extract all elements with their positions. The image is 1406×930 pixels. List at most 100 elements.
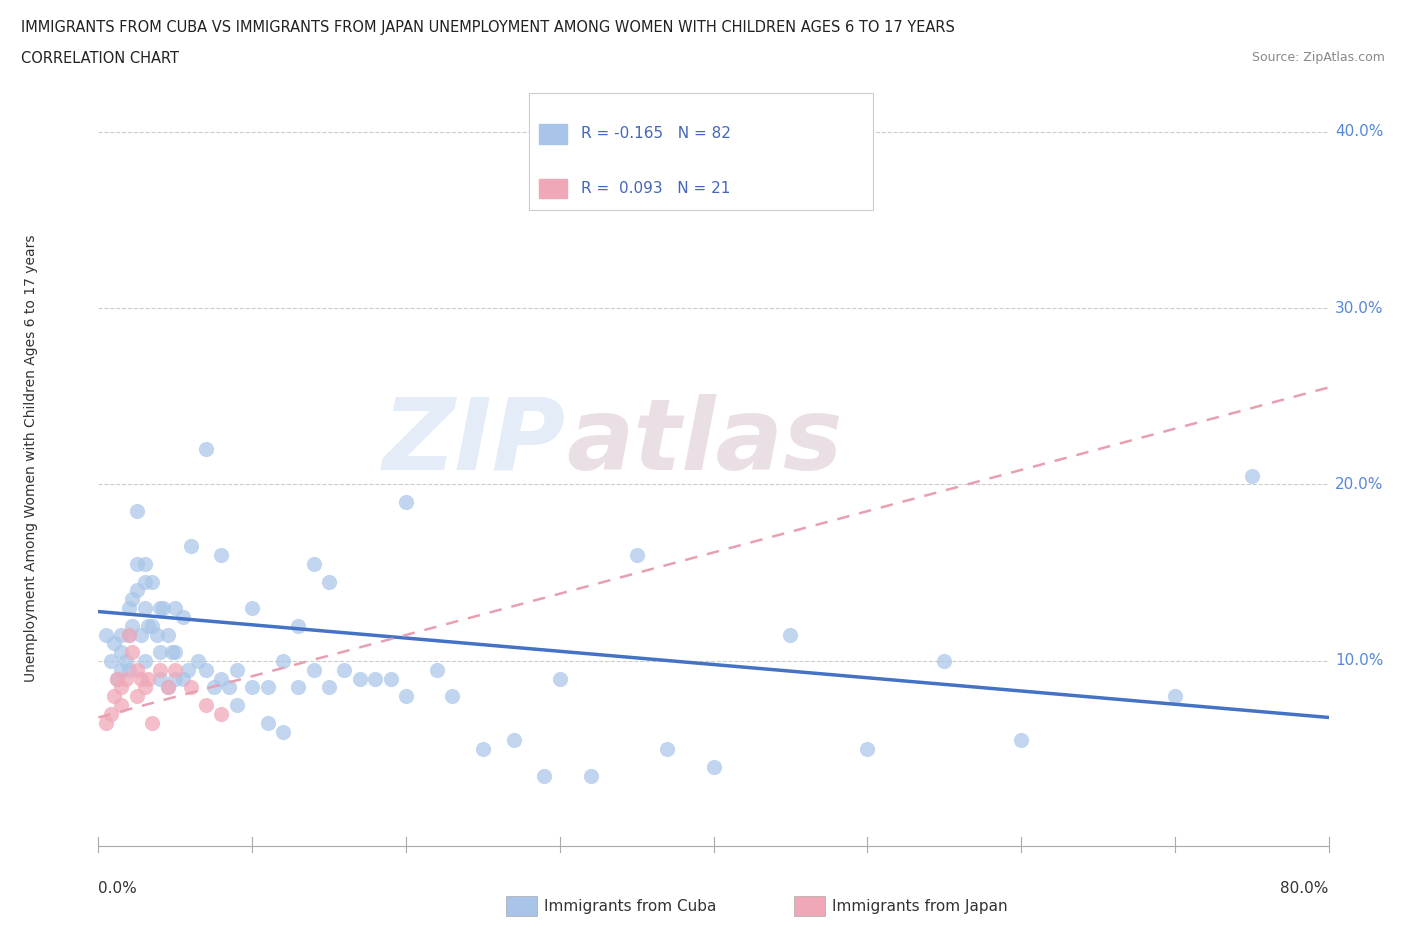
Text: 80.0%: 80.0% — [1281, 882, 1329, 897]
Point — [287, 680, 309, 695]
Point — [162, 644, 183, 659]
Point — [115, 654, 138, 669]
Point — [141, 574, 163, 589]
Point — [180, 680, 202, 695]
Point — [136, 671, 159, 686]
Point — [136, 618, 159, 633]
Point — [172, 609, 194, 624]
FancyBboxPatch shape — [538, 124, 567, 143]
Point — [533, 768, 555, 783]
Point — [1010, 733, 1032, 748]
Point — [441, 689, 464, 704]
Point — [118, 601, 141, 616]
Point — [211, 548, 233, 563]
Point — [110, 662, 132, 677]
Point — [134, 680, 156, 695]
Point — [626, 548, 648, 563]
Text: 20.0%: 20.0% — [1334, 477, 1384, 492]
Point — [703, 760, 725, 775]
Point — [118, 627, 141, 642]
Point — [125, 689, 148, 704]
Point — [240, 601, 263, 616]
Text: Immigrants from Japan: Immigrants from Japan — [832, 899, 1008, 914]
Point — [100, 654, 122, 669]
Point — [395, 495, 418, 510]
Point — [579, 768, 602, 783]
Text: R = -0.165   N = 82: R = -0.165 N = 82 — [581, 126, 731, 141]
Point — [149, 671, 172, 686]
Point — [172, 671, 194, 686]
Point — [256, 715, 278, 730]
Point — [149, 662, 172, 677]
Point — [146, 627, 169, 642]
Text: Unemployment Among Women with Children Ages 6 to 17 years: Unemployment Among Women with Children A… — [24, 234, 38, 682]
Point — [125, 556, 148, 571]
Text: Immigrants from Cuba: Immigrants from Cuba — [544, 899, 717, 914]
Point — [318, 680, 340, 695]
Point — [195, 698, 218, 712]
Text: 40.0%: 40.0% — [1334, 124, 1384, 139]
Point — [118, 627, 141, 642]
Point — [349, 671, 371, 686]
Point — [165, 662, 187, 677]
Point — [1164, 689, 1187, 704]
Point — [502, 733, 524, 748]
Text: ZIP: ZIP — [382, 394, 565, 491]
Point — [211, 707, 233, 722]
Point — [271, 724, 294, 739]
Point — [225, 662, 247, 677]
Point — [110, 698, 132, 712]
Point — [110, 644, 132, 659]
Point — [195, 442, 218, 457]
Point — [134, 654, 156, 669]
Point — [657, 742, 679, 757]
Point — [141, 618, 163, 633]
Point — [110, 680, 132, 695]
Text: 30.0%: 30.0% — [1334, 300, 1384, 315]
Point — [856, 742, 879, 757]
Point — [118, 662, 141, 677]
Point — [134, 601, 156, 616]
Point — [110, 627, 132, 642]
Point — [100, 707, 122, 722]
Point — [364, 671, 387, 686]
Point — [471, 742, 494, 757]
Text: IMMIGRANTS FROM CUBA VS IMMIGRANTS FROM JAPAN UNEMPLOYMENT AMONG WOMEN WITH CHIL: IMMIGRANTS FROM CUBA VS IMMIGRANTS FROM … — [21, 20, 955, 35]
Point — [125, 583, 148, 598]
Point — [218, 680, 240, 695]
Point — [779, 627, 801, 642]
Point — [105, 671, 128, 686]
Point — [302, 662, 325, 677]
Point — [548, 671, 571, 686]
Point — [156, 680, 179, 695]
Point — [134, 556, 156, 571]
Point — [380, 671, 402, 686]
Point — [287, 618, 309, 633]
Point — [141, 715, 163, 730]
Text: Source: ZipAtlas.com: Source: ZipAtlas.com — [1251, 51, 1385, 64]
Point — [156, 627, 179, 642]
Point — [333, 662, 356, 677]
Point — [149, 644, 172, 659]
FancyBboxPatch shape — [529, 93, 873, 209]
FancyBboxPatch shape — [538, 179, 567, 198]
Point — [121, 591, 143, 606]
Point — [395, 689, 418, 704]
Point — [125, 662, 148, 677]
Text: atlas: atlas — [565, 394, 842, 491]
Text: R =  0.093   N = 21: R = 0.093 N = 21 — [581, 181, 731, 196]
Point — [94, 627, 117, 642]
Point — [187, 654, 209, 669]
Point — [94, 715, 117, 730]
Point — [1240, 468, 1263, 483]
Point — [105, 671, 128, 686]
Point — [149, 601, 172, 616]
Point — [176, 662, 198, 677]
Point — [180, 538, 202, 553]
Point — [934, 654, 956, 669]
Point — [195, 662, 218, 677]
Point — [426, 662, 449, 677]
Point — [131, 671, 153, 686]
Point — [156, 680, 179, 695]
Point — [165, 644, 187, 659]
